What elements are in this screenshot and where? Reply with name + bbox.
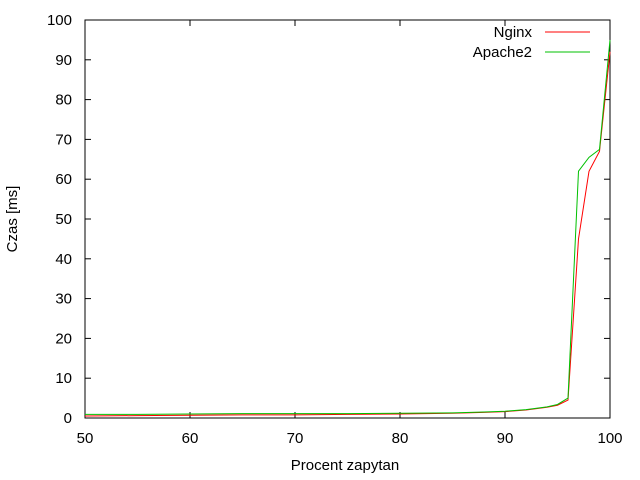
- y-axis-label: Czas [ms]: [4, 186, 21, 253]
- x-tick-label: 90: [497, 430, 514, 447]
- y-tick-label: 0: [64, 410, 72, 427]
- y-tick-label: 90: [55, 52, 72, 69]
- series-line-nginx: [84, 51, 611, 417]
- x-axis-ticks: 50 60 70 80 90 100: [77, 20, 623, 447]
- x-axis-label: Procent zapytan: [291, 457, 399, 474]
- legend-label-nginx: Nginx: [494, 24, 533, 41]
- legend-label-apache2: Apache2: [473, 44, 532, 61]
- y-axis-ticks: 0 10 20 30 40 50 60 70 80 90 100: [47, 12, 610, 427]
- x-tick-label: 80: [392, 430, 409, 447]
- y-tick-label: 80: [55, 92, 72, 109]
- x-tick-label: 100: [597, 430, 622, 447]
- x-tick-label: 60: [182, 430, 199, 447]
- legend: Nginx Apache2: [473, 24, 590, 61]
- y-tick-label: 30: [55, 291, 72, 308]
- y-tick-label: 70: [55, 131, 72, 148]
- y-tick-label: 50: [55, 211, 72, 228]
- x-tick-label: 70: [287, 430, 304, 447]
- plot-frame: [84, 19, 611, 419]
- y-tick-label: 40: [55, 251, 72, 268]
- series-lines: [84, 39, 611, 417]
- y-tick-label: 10: [55, 370, 72, 387]
- y-tick-label: 60: [55, 171, 72, 188]
- x-tick-label: 50: [77, 430, 94, 447]
- y-tick-label: 100: [47, 12, 72, 29]
- series-line-apache2: [85, 39, 611, 415]
- y-tick-label: 20: [55, 330, 72, 347]
